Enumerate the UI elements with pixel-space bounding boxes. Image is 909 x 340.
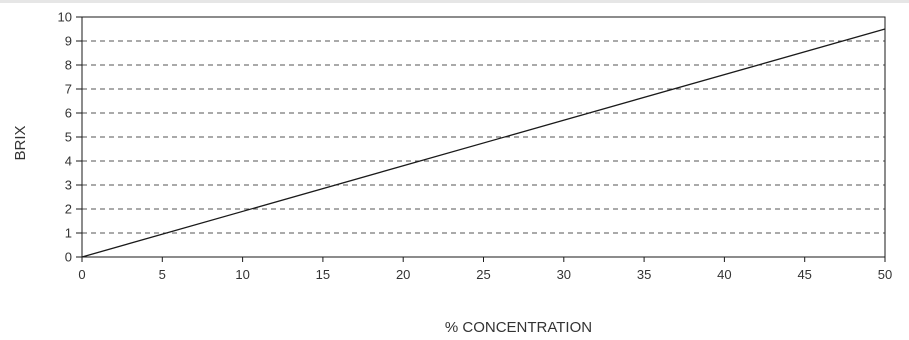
x-tick-label-0: 0 (78, 267, 85, 282)
series-line-0 (81, 28, 886, 258)
x-tick-labels: 0 5 10 15 20 25 30 35 40 45 50 (78, 257, 892, 282)
y-tick-label-9: 9 (65, 34, 72, 49)
x-axis-title: % CONCENTRATION (445, 319, 592, 336)
top-border (0, 0, 909, 3)
x-tick-label-40: 40 (717, 267, 731, 282)
y-tick-labels: 0 1 2 3 4 5 6 7 8 9 10 (58, 10, 82, 265)
x-tick-label-25: 25 (476, 267, 490, 282)
grid-lines (82, 40, 885, 234)
y-tick-label-5: 5 (65, 130, 72, 145)
y-tick-label-10: 10 (58, 10, 72, 25)
x-tick-label-15: 15 (316, 267, 330, 282)
x-tick-label-50: 50 (878, 267, 892, 282)
y-tick-label-0: 0 (65, 250, 72, 265)
y-axis-title: BRIX (12, 125, 29, 160)
y-tick-label-1: 1 (65, 226, 72, 241)
y-tick-label-4: 4 (65, 154, 72, 169)
y-tick-label-7: 7 (65, 82, 72, 97)
x-tick-label-10: 10 (235, 267, 249, 282)
y-tick-label-3: 3 (65, 178, 72, 193)
x-tick-label-30: 30 (557, 267, 571, 282)
y-tick-label-8: 8 (65, 58, 72, 73)
x-tick-label-45: 45 (797, 267, 811, 282)
x-tick-label-5: 5 (159, 267, 166, 282)
y-tick-label-2: 2 (65, 202, 72, 217)
series-layer (81, 28, 886, 258)
x-tick-label-20: 20 (396, 267, 410, 282)
x-tick-label-35: 35 (637, 267, 651, 282)
y-tick-label-6: 6 (65, 106, 72, 121)
